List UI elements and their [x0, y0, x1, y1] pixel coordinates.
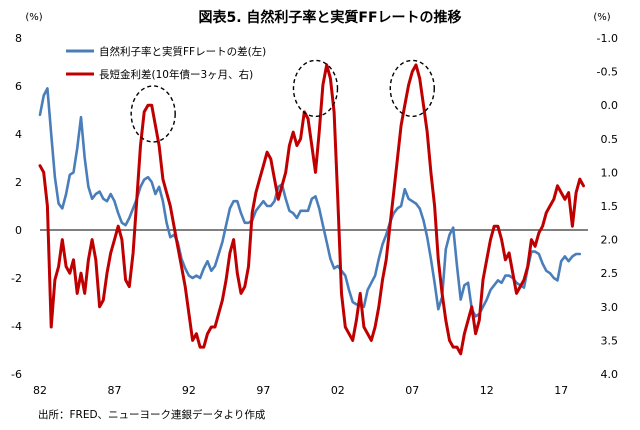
- right-axis-ticks: -1.0 -0.5 0.0 0.5 1.0 1.5 2.0 2.5 3.0 3.5 4.0: [597, 32, 618, 381]
- highlight-layer: [130, 59, 435, 143]
- left-tick-label: 4: [15, 128, 22, 141]
- series-line-1: [38, 87, 582, 318]
- left-tick-label: -4: [11, 320, 22, 333]
- highlight-circle-3: [389, 59, 435, 118]
- x-tick-label: 07: [405, 384, 419, 397]
- right-tick-label: 1.5: [601, 200, 619, 213]
- right-tick-label: 3.0: [601, 301, 619, 314]
- right-tick-label: 4.0: [601, 368, 619, 381]
- left-tick-label: 8: [15, 32, 22, 45]
- highlight-circle-2: [292, 59, 339, 118]
- left-axis-unit: (%): [25, 12, 42, 23]
- left-tick-label: 0: [15, 224, 22, 237]
- left-tick-label: -6: [11, 368, 22, 381]
- right-tick-label: 2.5: [601, 267, 619, 280]
- legend-label-series-1: 自然利子率と実質FFレートの差(左): [99, 45, 266, 58]
- right-axis-unit: (%): [593, 12, 610, 23]
- right-tick-label: -1.0: [597, 32, 618, 45]
- right-tick-label: 1.0: [601, 166, 619, 179]
- x-tick-label: 82: [33, 384, 47, 397]
- left-tick-label: -2: [11, 272, 22, 285]
- chart-title: 図表5. 自然利子率と実質FFレートの推移: [198, 9, 461, 26]
- left-tick-label: 2: [15, 176, 22, 189]
- series-line-2: [38, 63, 585, 356]
- x-tick-label: 17: [554, 384, 568, 397]
- x-tick-label: 97: [256, 384, 270, 397]
- x-tick-label: 92: [182, 384, 196, 397]
- right-tick-label: 3.5: [601, 334, 619, 347]
- left-axis-ticks: 8 6 4 2 0 -2 -4 -6: [11, 32, 22, 381]
- right-tick-label: 2.0: [601, 234, 619, 247]
- series-layer: [38, 63, 585, 356]
- right-tick-label: 0.5: [601, 133, 619, 146]
- x-tick-label: 12: [480, 384, 494, 397]
- legend: 自然利子率と実質FFレートの差(左) 長短金利差(10年債ー3ヶ月、右): [66, 45, 266, 81]
- x-axis-ticks: 82 87 92 97 02 07 12 17: [33, 384, 568, 397]
- x-tick-label: 02: [331, 384, 345, 397]
- x-tick-label: 87: [107, 384, 121, 397]
- legend-label-series-2: 長短金利差(10年債ー3ヶ月、右): [99, 68, 253, 81]
- highlight-circle-1: [130, 85, 176, 143]
- source-note: 出所：FRED、ニューヨーク連銀データより作成: [38, 408, 266, 421]
- right-tick-label: -0.5: [597, 66, 618, 79]
- right-tick-label: 0.0: [601, 99, 619, 112]
- left-tick-label: 6: [15, 80, 22, 93]
